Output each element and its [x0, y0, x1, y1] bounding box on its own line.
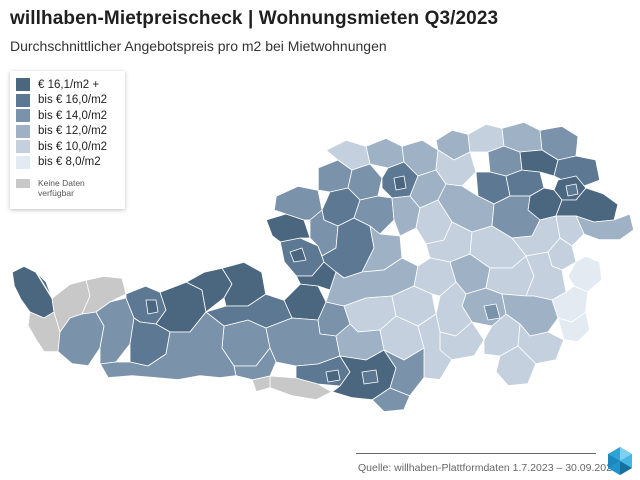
- region-braunau[interactable]: [273, 185, 323, 221]
- legend-no-data: Keine Daten verfügbar: [16, 178, 125, 198]
- legend-label: bis € 14,0/m2: [38, 109, 108, 122]
- legend-label: € 16,1/m2 +: [38, 78, 100, 91]
- map-title: willhaben-Mietpreischeck | Wohnungsmiete…: [10, 8, 499, 29]
- map-legend: € 16,1/m2 + bis € 16,0/m2 bis € 14,0/m2 …: [10, 71, 125, 209]
- region-graz[interactable]: [483, 303, 501, 321]
- region-linz-city[interactable]: [393, 175, 407, 191]
- region-wien-inner[interactable]: [565, 183, 579, 197]
- region-innsbruck[interactable]: [145, 299, 159, 315]
- legend-label: bis € 12,0/m2: [38, 125, 108, 138]
- legend-swatch: [16, 78, 30, 92]
- legend-item: bis € 12,0/m2: [16, 124, 125, 140]
- legend-swatch: [16, 155, 30, 169]
- legend-item: € 16,1/m2 +: [16, 77, 125, 93]
- legend-item: bis € 10,0/m2: [16, 139, 125, 155]
- region-imst[interactable]: [95, 297, 135, 365]
- willhaben-logo-icon: [608, 447, 632, 475]
- region-urfahr[interactable]: [365, 137, 405, 169]
- legend-no-data-line1: Keine Daten: [38, 178, 85, 188]
- legend-swatch: [16, 109, 30, 123]
- region-vorarlberg-south[interactable]: [27, 311, 61, 353]
- source-divider: [356, 453, 596, 454]
- source-note: Quelle: willhaben-Plattformdaten 1.7.202…: [358, 462, 618, 474]
- legend-swatch-no-data: [16, 179, 30, 188]
- austria-outline: [11, 121, 635, 413]
- legend-no-data-line2: verfügbar: [38, 188, 74, 198]
- legend-label: bis € 16,0/m2: [38, 94, 108, 107]
- region-hartberg[interactable]: [525, 251, 567, 301]
- region-villach[interactable]: [325, 369, 341, 383]
- region-pongau[interactable]: [283, 283, 327, 321]
- map-subtitle: Durchschnittlicher Angebotspreis pro m2 …: [10, 38, 387, 54]
- legend-item: bis € 16,0/m2: [16, 93, 125, 109]
- region-zwettl[interactable]: [435, 149, 477, 187]
- legend-swatch: [16, 124, 30, 138]
- region-salzburg-stadt[interactable]: [289, 247, 307, 263]
- region-kirchdorf[interactable]: [353, 195, 395, 235]
- legend-label: bis € 8,0/m2: [38, 156, 101, 169]
- legend-label: bis € 10,0/m2: [38, 140, 108, 153]
- legend-item: bis € 8,0/m2: [16, 155, 125, 171]
- legend-swatch: [16, 93, 30, 107]
- region-eisenstadt[interactable]: [555, 215, 585, 247]
- region-klagenfurt[interactable]: [361, 369, 379, 385]
- legend-swatch: [16, 140, 30, 154]
- legend-item: bis € 14,0/m2: [16, 108, 125, 124]
